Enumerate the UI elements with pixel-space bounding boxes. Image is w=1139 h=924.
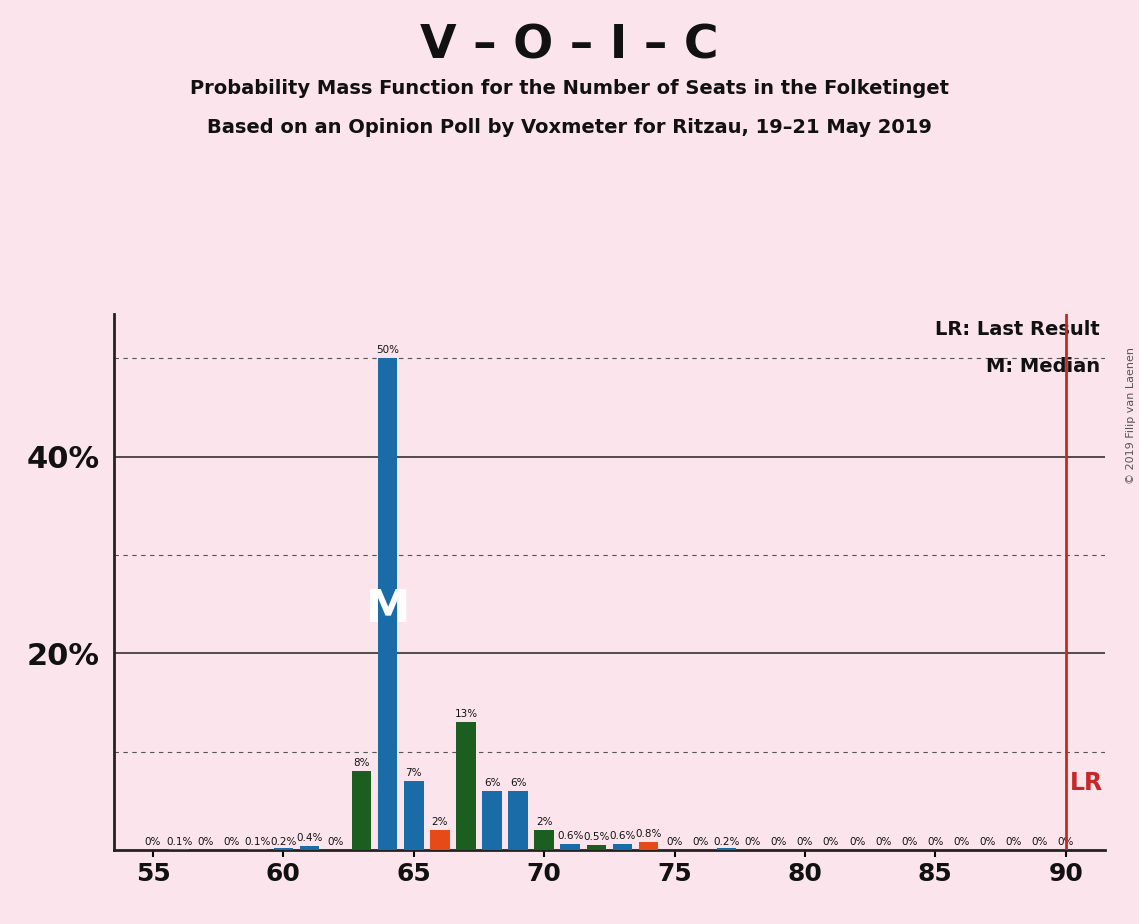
Text: 0.4%: 0.4% — [296, 833, 322, 844]
Text: V – O – I – C: V – O – I – C — [420, 23, 719, 68]
Bar — [560, 845, 580, 850]
Text: 0%: 0% — [797, 837, 813, 847]
Text: 0.1%: 0.1% — [166, 837, 192, 847]
Bar — [639, 842, 658, 850]
Text: M: M — [366, 588, 410, 631]
Text: 6%: 6% — [510, 778, 526, 788]
Text: 0.6%: 0.6% — [557, 832, 583, 841]
Text: 0.8%: 0.8% — [636, 829, 662, 839]
Bar — [456, 723, 476, 850]
Text: 0%: 0% — [145, 837, 162, 847]
Text: 0%: 0% — [1006, 837, 1022, 847]
Bar — [378, 359, 398, 850]
Text: LR: Last Result: LR: Last Result — [935, 320, 1100, 338]
Text: 13%: 13% — [454, 710, 477, 719]
Bar — [716, 848, 737, 850]
Text: M: Median: M: Median — [985, 357, 1100, 376]
Bar — [247, 849, 268, 850]
Bar — [482, 791, 502, 850]
Text: 2%: 2% — [432, 818, 448, 828]
Text: 50%: 50% — [376, 346, 399, 356]
Bar — [300, 846, 319, 850]
Text: Based on an Opinion Poll by Voxmeter for Ritzau, 19–21 May 2019: Based on an Opinion Poll by Voxmeter for… — [207, 118, 932, 138]
Text: 0.2%: 0.2% — [270, 837, 296, 847]
Text: 0%: 0% — [901, 837, 917, 847]
Bar — [587, 845, 606, 850]
Bar — [170, 849, 189, 850]
Text: 0%: 0% — [953, 837, 969, 847]
Bar — [508, 791, 527, 850]
Text: 0%: 0% — [745, 837, 761, 847]
Bar — [613, 845, 632, 850]
Text: 6%: 6% — [484, 778, 500, 788]
Text: 0%: 0% — [223, 837, 239, 847]
Text: 0%: 0% — [771, 837, 787, 847]
Bar — [352, 772, 371, 850]
Text: 0%: 0% — [693, 837, 708, 847]
Text: 0%: 0% — [1032, 837, 1048, 847]
Text: 0.6%: 0.6% — [609, 832, 636, 841]
Text: 0%: 0% — [980, 837, 995, 847]
Text: Probability Mass Function for the Number of Seats in the Folketinget: Probability Mass Function for the Number… — [190, 79, 949, 98]
Text: 0%: 0% — [1057, 837, 1074, 847]
Bar — [534, 831, 554, 850]
Bar — [404, 782, 424, 850]
Text: 0%: 0% — [197, 837, 213, 847]
Text: 8%: 8% — [353, 759, 370, 769]
Text: 0%: 0% — [927, 837, 943, 847]
Text: LR: LR — [1070, 772, 1103, 796]
Text: 0.1%: 0.1% — [244, 837, 270, 847]
Text: 0%: 0% — [849, 837, 866, 847]
Bar — [431, 831, 450, 850]
Text: 7%: 7% — [405, 768, 423, 778]
Text: © 2019 Filip van Laenen: © 2019 Filip van Laenen — [1126, 347, 1136, 484]
Text: 0%: 0% — [666, 837, 682, 847]
Bar — [273, 848, 293, 850]
Text: 0%: 0% — [327, 837, 344, 847]
Text: 0.2%: 0.2% — [713, 837, 740, 847]
Text: 0%: 0% — [822, 837, 839, 847]
Text: 0.5%: 0.5% — [583, 833, 609, 842]
Text: 2%: 2% — [536, 818, 552, 828]
Text: 0%: 0% — [875, 837, 892, 847]
